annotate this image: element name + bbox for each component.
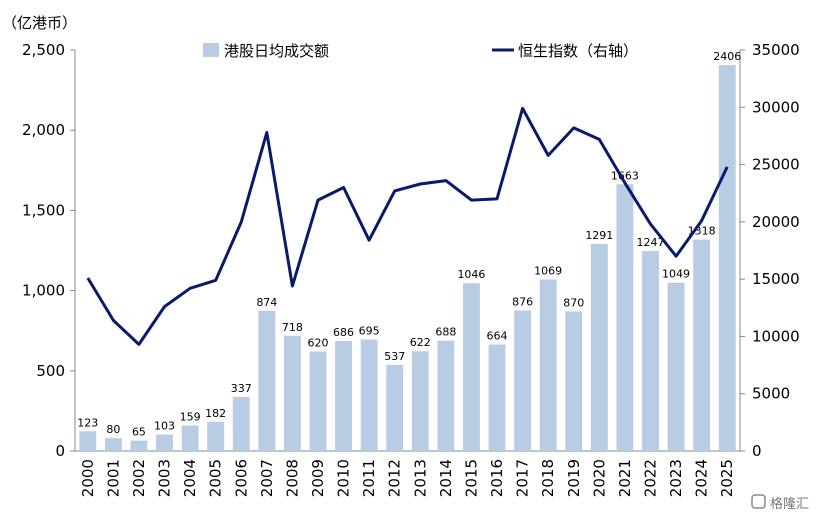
bar-value-label: 688 (435, 326, 456, 339)
bar-2015 (463, 283, 480, 451)
bar-value-label: 65 (132, 426, 146, 439)
bar-2003 (156, 434, 173, 451)
y-left-tick-label: 1,000 (22, 282, 65, 300)
x-tick-label: 2000 (79, 459, 97, 497)
y-right-tick-label: 35000 (752, 41, 800, 59)
x-tick-label: 2015 (462, 459, 480, 497)
bar-value-label: 686 (333, 326, 354, 339)
y-right-tick-label: 5000 (752, 385, 790, 403)
x-tick-label: 2001 (104, 459, 122, 497)
y-left-tick-label: 0 (55, 442, 65, 460)
x-tick-label: 2005 (207, 459, 225, 497)
legend-bar-swatch (203, 43, 219, 57)
x-tick-label: 2008 (283, 459, 301, 497)
bar-value-label: 695 (359, 325, 380, 338)
bar-value-label: 664 (487, 329, 508, 342)
legend-bar-label: 港股日均成交额 (224, 42, 329, 60)
x-tick-label: 2002 (130, 459, 148, 497)
bar-2007 (258, 310, 276, 451)
watermark-text: 格隆汇 (770, 496, 809, 512)
bar-value-label: 620 (307, 337, 328, 350)
x-tick-label: 2025 (718, 459, 736, 497)
bar-2008 (283, 335, 301, 451)
bar-2009 (309, 351, 327, 451)
bar-2020 (590, 243, 608, 451)
bar-value-label: 718 (282, 321, 303, 334)
bar-2021 (616, 184, 634, 451)
bar-value-label: 874 (256, 296, 277, 309)
bar-2025 (718, 65, 736, 451)
y-left-tick-label: 2,500 (22, 41, 65, 59)
bar-2023 (667, 282, 685, 451)
bar-value-label: 159 (180, 410, 201, 423)
bar-2000 (79, 431, 97, 451)
x-tick-label: 2006 (232, 459, 250, 497)
bar-2010 (335, 340, 352, 451)
bar-value-label: 80 (106, 423, 120, 436)
bar-2024 (693, 239, 711, 451)
bar-value-label: 1069 (534, 265, 562, 278)
x-tick-label: 2013 (411, 459, 429, 497)
x-tick-label: 2014 (437, 459, 455, 497)
bar-value-label: 2406 (713, 50, 741, 63)
x-tick-label: 2009 (309, 459, 327, 497)
bar-2018 (539, 279, 557, 451)
bar-2002 (130, 440, 148, 451)
x-tick-label: 2004 (181, 459, 199, 497)
bar-2011 (360, 339, 378, 451)
bar-value-label: 876 (512, 295, 533, 308)
y-left-tick-label: 1,500 (22, 201, 65, 219)
x-tick-label: 2023 (667, 459, 685, 497)
x-tick-label: 2017 (514, 459, 532, 497)
y-right-tick-label: 15000 (752, 270, 800, 288)
y-right-tick-label: 0 (752, 442, 762, 460)
y-left-unit-label: （亿港币） (2, 14, 77, 32)
bar-2012 (386, 364, 404, 451)
bar-value-label: 182 (205, 407, 226, 420)
bar-2014 (437, 340, 455, 451)
x-tick-label: 2010 (335, 459, 353, 497)
x-tick-label: 2018 (539, 459, 557, 497)
bar-value-label: 870 (563, 296, 584, 309)
hsi-line (86, 106, 729, 346)
bar-2017 (514, 310, 532, 451)
bar-2022 (642, 250, 659, 451)
x-tick-label: 2003 (156, 459, 174, 497)
bar-value-label: 622 (410, 336, 431, 349)
y-right-tick-label: 25000 (752, 156, 800, 174)
gelonghui-logo-icon (751, 494, 766, 509)
bar-2005 (207, 421, 225, 451)
bar-2001 (104, 438, 122, 451)
bar-2004 (181, 425, 199, 451)
bar-2016 (488, 344, 506, 451)
bar-value-label: 537 (384, 350, 405, 363)
x-tick-label: 2012 (386, 459, 404, 497)
y-right-tick-label: 10000 (752, 327, 800, 345)
x-tick-label: 2011 (360, 459, 378, 497)
bar-value-label: 123 (77, 416, 98, 429)
y-right-tick-label: 20000 (752, 213, 800, 231)
x-tick-label: 2024 (693, 459, 711, 497)
bar-2019 (565, 311, 583, 451)
bar-value-label: 1049 (662, 268, 690, 281)
bar-value-label: 1291 (585, 229, 613, 242)
x-tick-label: 2020 (590, 459, 608, 497)
x-tick-label: 2021 (616, 459, 634, 497)
bar-value-label: 103 (154, 419, 175, 432)
x-tick-label: 2007 (258, 459, 276, 497)
bar-2006 (232, 396, 250, 451)
y-left-tick-label: 2,000 (22, 121, 65, 139)
y-left-tick-label: 500 (36, 362, 65, 380)
y-right-tick-label: 30000 (752, 98, 800, 116)
x-tick-label: 2022 (641, 459, 659, 497)
x-tick-label: 2016 (488, 459, 506, 497)
bar-2013 (411, 351, 429, 451)
bar-value-label: 337 (231, 382, 252, 395)
x-tick-label: 2019 (565, 459, 583, 497)
bar-value-label: 1247 (636, 236, 664, 249)
legend-line-label: 恒生指数（右轴） (518, 42, 638, 60)
bar-value-label: 1046 (457, 268, 485, 281)
